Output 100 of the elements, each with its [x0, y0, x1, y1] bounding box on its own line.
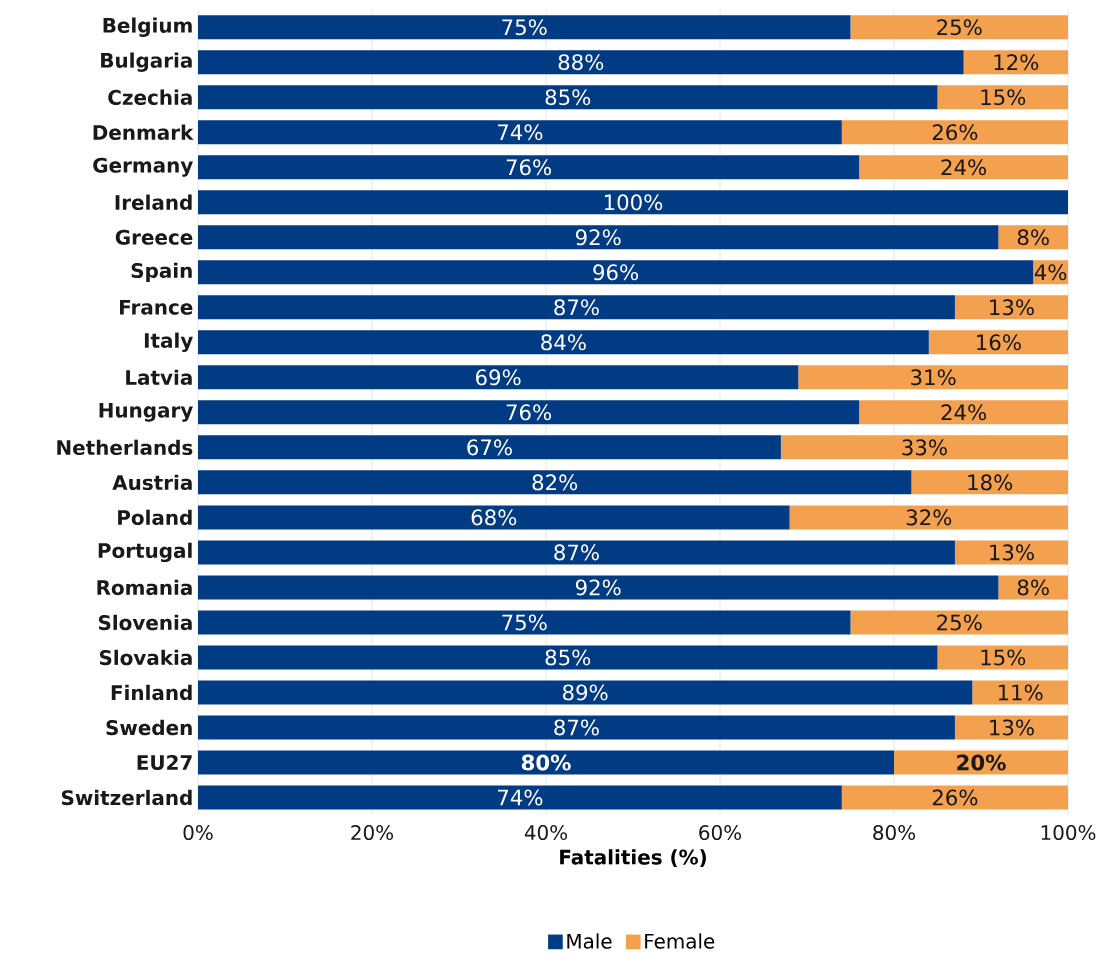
y-tick-label: France — [120, 299, 193, 315]
data-label: 18% — [968, 474, 1013, 491]
data-label: 12% — [994, 54, 1039, 71]
bar — [198, 540, 955, 565]
data-label: 80% — [521, 754, 571, 771]
data-label: 88% — [558, 54, 604, 71]
data-label: 82% — [532, 474, 578, 491]
y-tick-label: Latvia — [126, 369, 192, 386]
data-label: 20% — [957, 754, 1006, 771]
y-tick-label: Slovenia — [98, 614, 192, 631]
data-label: 24% — [941, 159, 987, 176]
data-label: 69% — [476, 369, 521, 386]
data-label: 13% — [990, 544, 1034, 561]
bar — [928, 330, 1069, 355]
bar — [198, 120, 842, 145]
bar — [198, 225, 999, 250]
data-label: 26% — [932, 124, 978, 141]
bar — [198, 645, 938, 670]
data-label: 87% — [554, 719, 599, 736]
bar — [198, 50, 964, 75]
y-tick-label: Slovakia — [99, 649, 192, 666]
y-tick-label: Denmark — [93, 124, 194, 140]
y-tick-label: Italy — [144, 332, 193, 353]
bar — [998, 225, 1069, 250]
bar — [911, 470, 1069, 495]
data-label: 25% — [937, 614, 982, 631]
data-label: 15% — [981, 649, 1026, 666]
bar — [937, 645, 1069, 670]
data-label: 75% — [502, 19, 547, 36]
y-tick-label: EU27 — [137, 754, 192, 771]
data-label: 26% — [932, 789, 978, 806]
bar — [198, 750, 895, 775]
data-label: 33% — [902, 439, 947, 456]
y-tick-label: Poland — [118, 509, 192, 526]
bar — [198, 575, 999, 600]
data-label: 13% — [990, 719, 1034, 736]
bar — [972, 680, 1069, 705]
data-label: 31% — [911, 369, 956, 386]
data-label: 96% — [593, 264, 639, 281]
data-label: 76% — [506, 159, 552, 176]
y-tick-label: Greece — [115, 229, 193, 245]
y-tick-label: Czechia — [108, 89, 192, 105]
data-label: 8% — [1017, 579, 1049, 596]
bar — [841, 120, 1069, 145]
data-label: 8% — [1017, 229, 1049, 246]
y-tick-label: Netherlands — [57, 439, 193, 456]
bar — [954, 715, 1069, 740]
legend-label: Female — [645, 933, 715, 949]
bar — [780, 435, 1069, 460]
bar — [198, 330, 929, 355]
bar — [198, 260, 1034, 285]
bar — [198, 400, 860, 425]
data-label: 100% — [604, 194, 663, 211]
bar — [198, 295, 955, 320]
data-label: 76% — [506, 404, 552, 421]
data-label: 87% — [554, 299, 599, 316]
y-tick-label: Bulgaria — [101, 52, 192, 72]
bar — [198, 190, 1069, 215]
bar — [789, 505, 1069, 530]
bar — [198, 15, 851, 40]
bar — [894, 750, 1069, 775]
data-label: 25% — [937, 19, 982, 36]
y-tick-label: Belgium — [103, 17, 192, 37]
bar — [850, 610, 1069, 635]
bar — [963, 50, 1069, 75]
bar — [198, 680, 973, 705]
y-tick-label: Romania — [97, 579, 192, 596]
y-tick-label: Ireland — [115, 194, 192, 210]
y-tick-label: Portugal — [98, 542, 192, 563]
y-tick-label: Hungary — [99, 402, 193, 422]
data-label: 84% — [541, 334, 586, 351]
y-tick-label: Finland — [111, 684, 192, 701]
data-label: 87% — [554, 544, 599, 561]
bar — [198, 505, 790, 530]
bar — [998, 575, 1069, 600]
x-tick-label: 0% — [183, 825, 213, 841]
bar — [850, 15, 1069, 40]
y-tick-label: Spain — [131, 262, 192, 282]
data-label: 85% — [545, 89, 591, 106]
x-tick-label: 60% — [699, 825, 742, 841]
y-tick-label: Switzerland — [61, 789, 192, 806]
bar — [798, 365, 1069, 390]
legend-label: Male — [567, 933, 612, 949]
bar — [198, 785, 842, 810]
bar — [859, 400, 1069, 425]
x-tick-label: 40% — [524, 825, 568, 841]
bar — [198, 435, 781, 460]
data-label: 4% — [1034, 264, 1067, 281]
x-tick-label: 100% — [1041, 825, 1096, 841]
data-label: 67% — [467, 439, 512, 456]
data-label: 74% — [498, 124, 543, 141]
bar — [841, 785, 1069, 810]
data-label: 85% — [545, 649, 591, 666]
bar — [198, 470, 912, 495]
data-label: 74% — [498, 789, 543, 806]
bar — [937, 85, 1069, 110]
data-label: 75% — [502, 614, 547, 631]
data-label: 68% — [471, 509, 517, 526]
bar — [198, 610, 851, 635]
y-tick-label: Germany — [93, 157, 193, 177]
